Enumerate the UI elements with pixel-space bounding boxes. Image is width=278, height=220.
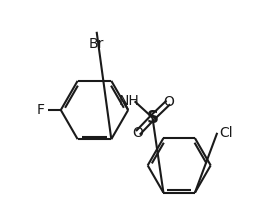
Text: O: O: [133, 126, 143, 140]
Text: Br: Br: [89, 37, 104, 51]
Text: S: S: [147, 109, 158, 126]
Text: O: O: [163, 95, 174, 109]
Text: Cl: Cl: [219, 126, 233, 140]
Text: F: F: [36, 103, 44, 117]
Text: NH: NH: [119, 94, 140, 108]
